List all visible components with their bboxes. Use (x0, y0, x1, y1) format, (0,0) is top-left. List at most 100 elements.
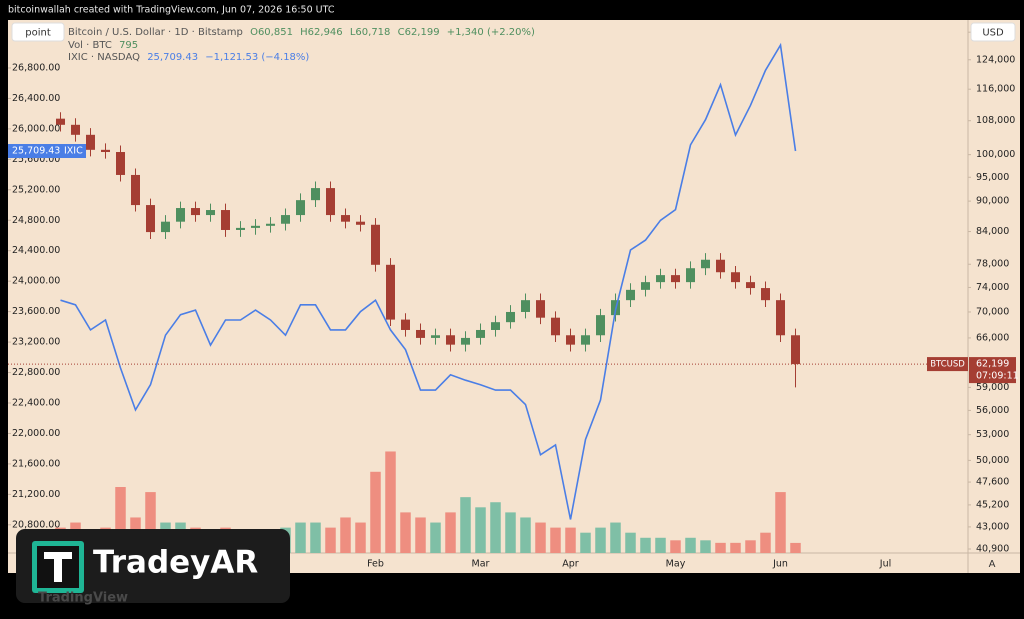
candle-body (296, 200, 305, 216)
candle-body (431, 335, 440, 338)
volume-bar (535, 522, 546, 553)
volume-bar (655, 537, 666, 553)
volume-bar (790, 542, 801, 553)
price-tag-label: 62,199 (976, 359, 1009, 370)
volume-bar (595, 527, 606, 553)
volume-bar (445, 512, 456, 553)
candle-body (716, 259, 725, 273)
candle-body (251, 225, 260, 228)
currency-button[interactable] (970, 22, 1016, 42)
y-tick-label: 23,600.00 (12, 306, 60, 317)
scale-mode-label[interactable]: point (25, 28, 51, 39)
overlay-tag-name: IXIC (64, 146, 83, 157)
y-tick-label: 25,200.00 (12, 184, 60, 195)
volume-bar (325, 527, 336, 553)
countdown-label: 07:09:11 (976, 371, 1019, 382)
chart-background (8, 20, 1020, 573)
candle-body (731, 272, 740, 283)
volume-bar (460, 497, 471, 553)
candle-body (101, 149, 110, 153)
candle-body (791, 335, 800, 365)
candle-body (521, 300, 530, 312)
candle-body (161, 221, 170, 233)
volume-bar (715, 542, 726, 553)
candle-body (476, 329, 485, 338)
candle-body (206, 210, 215, 216)
legend-overlay-change: −1,121.53 (−4.18%) (205, 52, 309, 63)
legend-overlay-name: IXIC · NASDAQ (68, 52, 140, 63)
candle-body (596, 315, 605, 336)
candle-body (86, 134, 95, 150)
y2-tick-label: 90,000 (976, 196, 1009, 207)
volume-bar (700, 540, 711, 553)
volume-bar (340, 517, 351, 553)
volume-bar (760, 532, 771, 553)
overlay-tag-value: 25,709.43 (12, 146, 60, 157)
y2-tick-label: 40,900 (976, 543, 1009, 554)
volume-bar (580, 532, 591, 553)
volume-bar (310, 522, 321, 553)
y-tick-label: 26,000.00 (12, 123, 60, 134)
candle-body (461, 337, 470, 345)
volume-bar (295, 522, 306, 553)
y2-tick-label: 124,000 (976, 54, 1015, 65)
candle-body (341, 215, 350, 222)
y2-tick-label: 84,000 (976, 226, 1009, 237)
y2-tick-label: 45,200 (976, 499, 1009, 510)
volume-bar (550, 527, 561, 553)
legend-main: Bitcoin / U.S. Dollar · 1D · Bitstamp O6… (68, 27, 535, 38)
y2-tick-label: 50,000 (976, 455, 1009, 466)
symbol-tag-label: BTCUSD (930, 360, 965, 370)
y-tick-label: 21,200.00 (12, 489, 60, 500)
candle-body (746, 282, 755, 289)
y2-tick-label: 74,000 (976, 282, 1009, 293)
candle-body (776, 300, 785, 336)
y2-tick-label: 53,000 (976, 429, 1009, 440)
legend-volume-name: Vol · BTC (68, 40, 112, 51)
price-tag (969, 357, 1016, 384)
axes: 26,800.00 26,400.00 26,000.00 25,600.00 25,2… (8, 27, 1015, 570)
legend-high: H62,946 (300, 27, 343, 38)
candle-body (266, 223, 275, 226)
x-tick-label: Apr (562, 559, 579, 570)
volume-bar (640, 537, 651, 553)
candle-body (641, 282, 650, 290)
candle-body (176, 208, 185, 222)
candle-body (356, 221, 365, 225)
y-tick-label: 20,800.00 (12, 519, 60, 530)
x-tick-label: May (666, 559, 686, 570)
legend-change: +1,340 (+2.20%) (447, 27, 535, 38)
y2-tick-label: 108,000 (976, 115, 1015, 126)
scale-mode-button[interactable] (11, 22, 65, 42)
candle-body (281, 215, 290, 224)
caption: bitcoinwallah created with TradingView.c… (8, 5, 335, 16)
candle-body (56, 118, 65, 125)
y-tick-label: 22,000.00 (12, 428, 60, 439)
volume-bar (400, 512, 411, 553)
candle-body (311, 188, 320, 201)
y-tick-label: 22,800.00 (12, 367, 60, 378)
candle-body (671, 275, 680, 283)
x-tick-label: Jul (879, 559, 891, 570)
y-tick-label: 24,000.00 (12, 276, 60, 287)
overlay-line (60, 42, 797, 520)
watermark-box (16, 529, 290, 603)
candle-body (551, 317, 560, 336)
y-tick-label: 23,200.00 (12, 337, 60, 348)
candle-body (326, 188, 335, 216)
candle-body (371, 224, 380, 265)
volume-bar (565, 527, 576, 553)
volume-bar (685, 537, 696, 553)
volume-bar (505, 512, 516, 553)
candle-body (446, 335, 455, 345)
volume-bar (610, 522, 621, 553)
candle-body (761, 288, 770, 301)
y2-tick-label: 47,600 (976, 477, 1009, 488)
auto-scale-button[interactable]: A (989, 559, 996, 570)
volume-bar (520, 517, 531, 553)
logo-letter (54, 552, 62, 582)
currency-label[interactable]: USD (982, 28, 1004, 39)
volume-bar (385, 451, 396, 553)
volume-bar (355, 522, 366, 553)
